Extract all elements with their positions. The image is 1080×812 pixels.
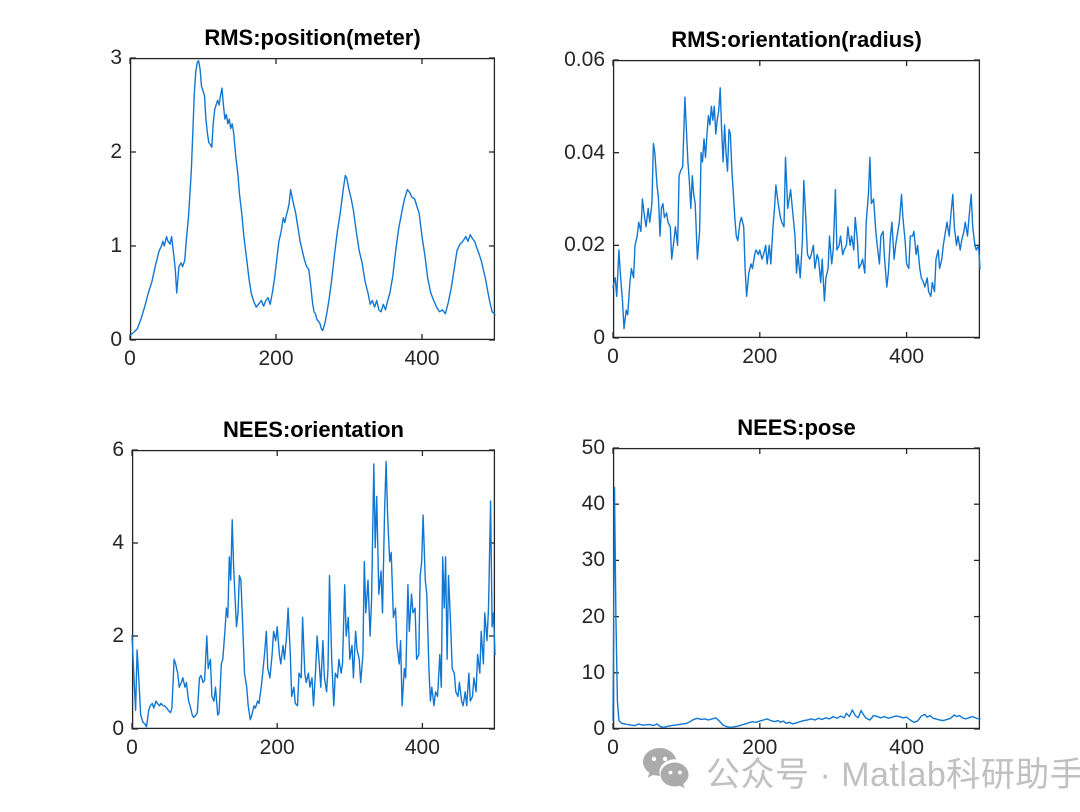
y-tick-label: 2 [110,140,122,163]
subplot-title: NEES:pose [737,415,856,440]
y-tick-label: 0.02 [564,233,605,257]
y-tick-label: 20 [581,604,605,628]
data-line [131,460,496,728]
plot-frame [612,59,981,339]
subplot-title: RMS:position(meter) [204,25,421,50]
wechat-icon [643,748,689,789]
plot-frame [131,449,496,730]
x-tick-label: 0 [124,347,136,370]
x-tick-label: 200 [742,345,778,368]
data-line [612,486,981,728]
x-tick-label: 400 [404,347,440,370]
y-tick-label: 6 [112,438,124,461]
y-tick-label: 0 [112,717,124,740]
axis-ticks [612,447,980,730]
y-tick-label: 0.04 [564,140,605,164]
x-tick-label: 0 [607,736,619,759]
data-line [612,87,981,330]
y-tick-label: 0 [110,328,122,351]
y-tick-label: 4 [112,531,124,554]
y-tick-label: 30 [581,548,605,572]
y-tick-label: 10 [581,660,605,684]
x-tick-label: 400 [889,345,925,368]
plot-frame [612,447,981,730]
y-tick-label: 3 [110,46,122,69]
y-tick-label: 1 [110,234,122,257]
x-tick-label: 200 [258,347,294,370]
y-tick-label: 50 [581,436,605,459]
x-tick-label: 400 [404,736,440,759]
y-tick-label: 2 [112,624,124,647]
data-line [129,60,496,336]
line-plot [131,449,496,730]
axis-ticks [131,449,495,730]
x-tick-label: 200 [742,736,778,759]
x-tick-label: 0 [607,345,619,368]
line-plot [612,447,981,730]
x-tick-label: 200 [259,736,295,759]
x-tick-label: 0 [126,736,138,759]
y-tick-label: 0 [593,717,605,740]
plot-frame [129,57,496,341]
line-plot [129,57,496,341]
subplot-title: RMS:orientation(radius) [671,27,922,52]
line-plot [612,59,981,339]
watermark-text: 公众号 · Matlab科研助手 [706,755,1080,794]
watermark: 公众号 · Matlab科研助手 [642,746,1080,796]
y-tick-label: 0 [593,326,605,349]
y-tick-label: 40 [581,492,605,516]
axis-ticks [129,57,495,341]
y-tick-label: 0.06 [564,48,605,71]
x-tick-label: 400 [889,736,925,759]
subplot-title: NEES:orientation [223,417,404,442]
